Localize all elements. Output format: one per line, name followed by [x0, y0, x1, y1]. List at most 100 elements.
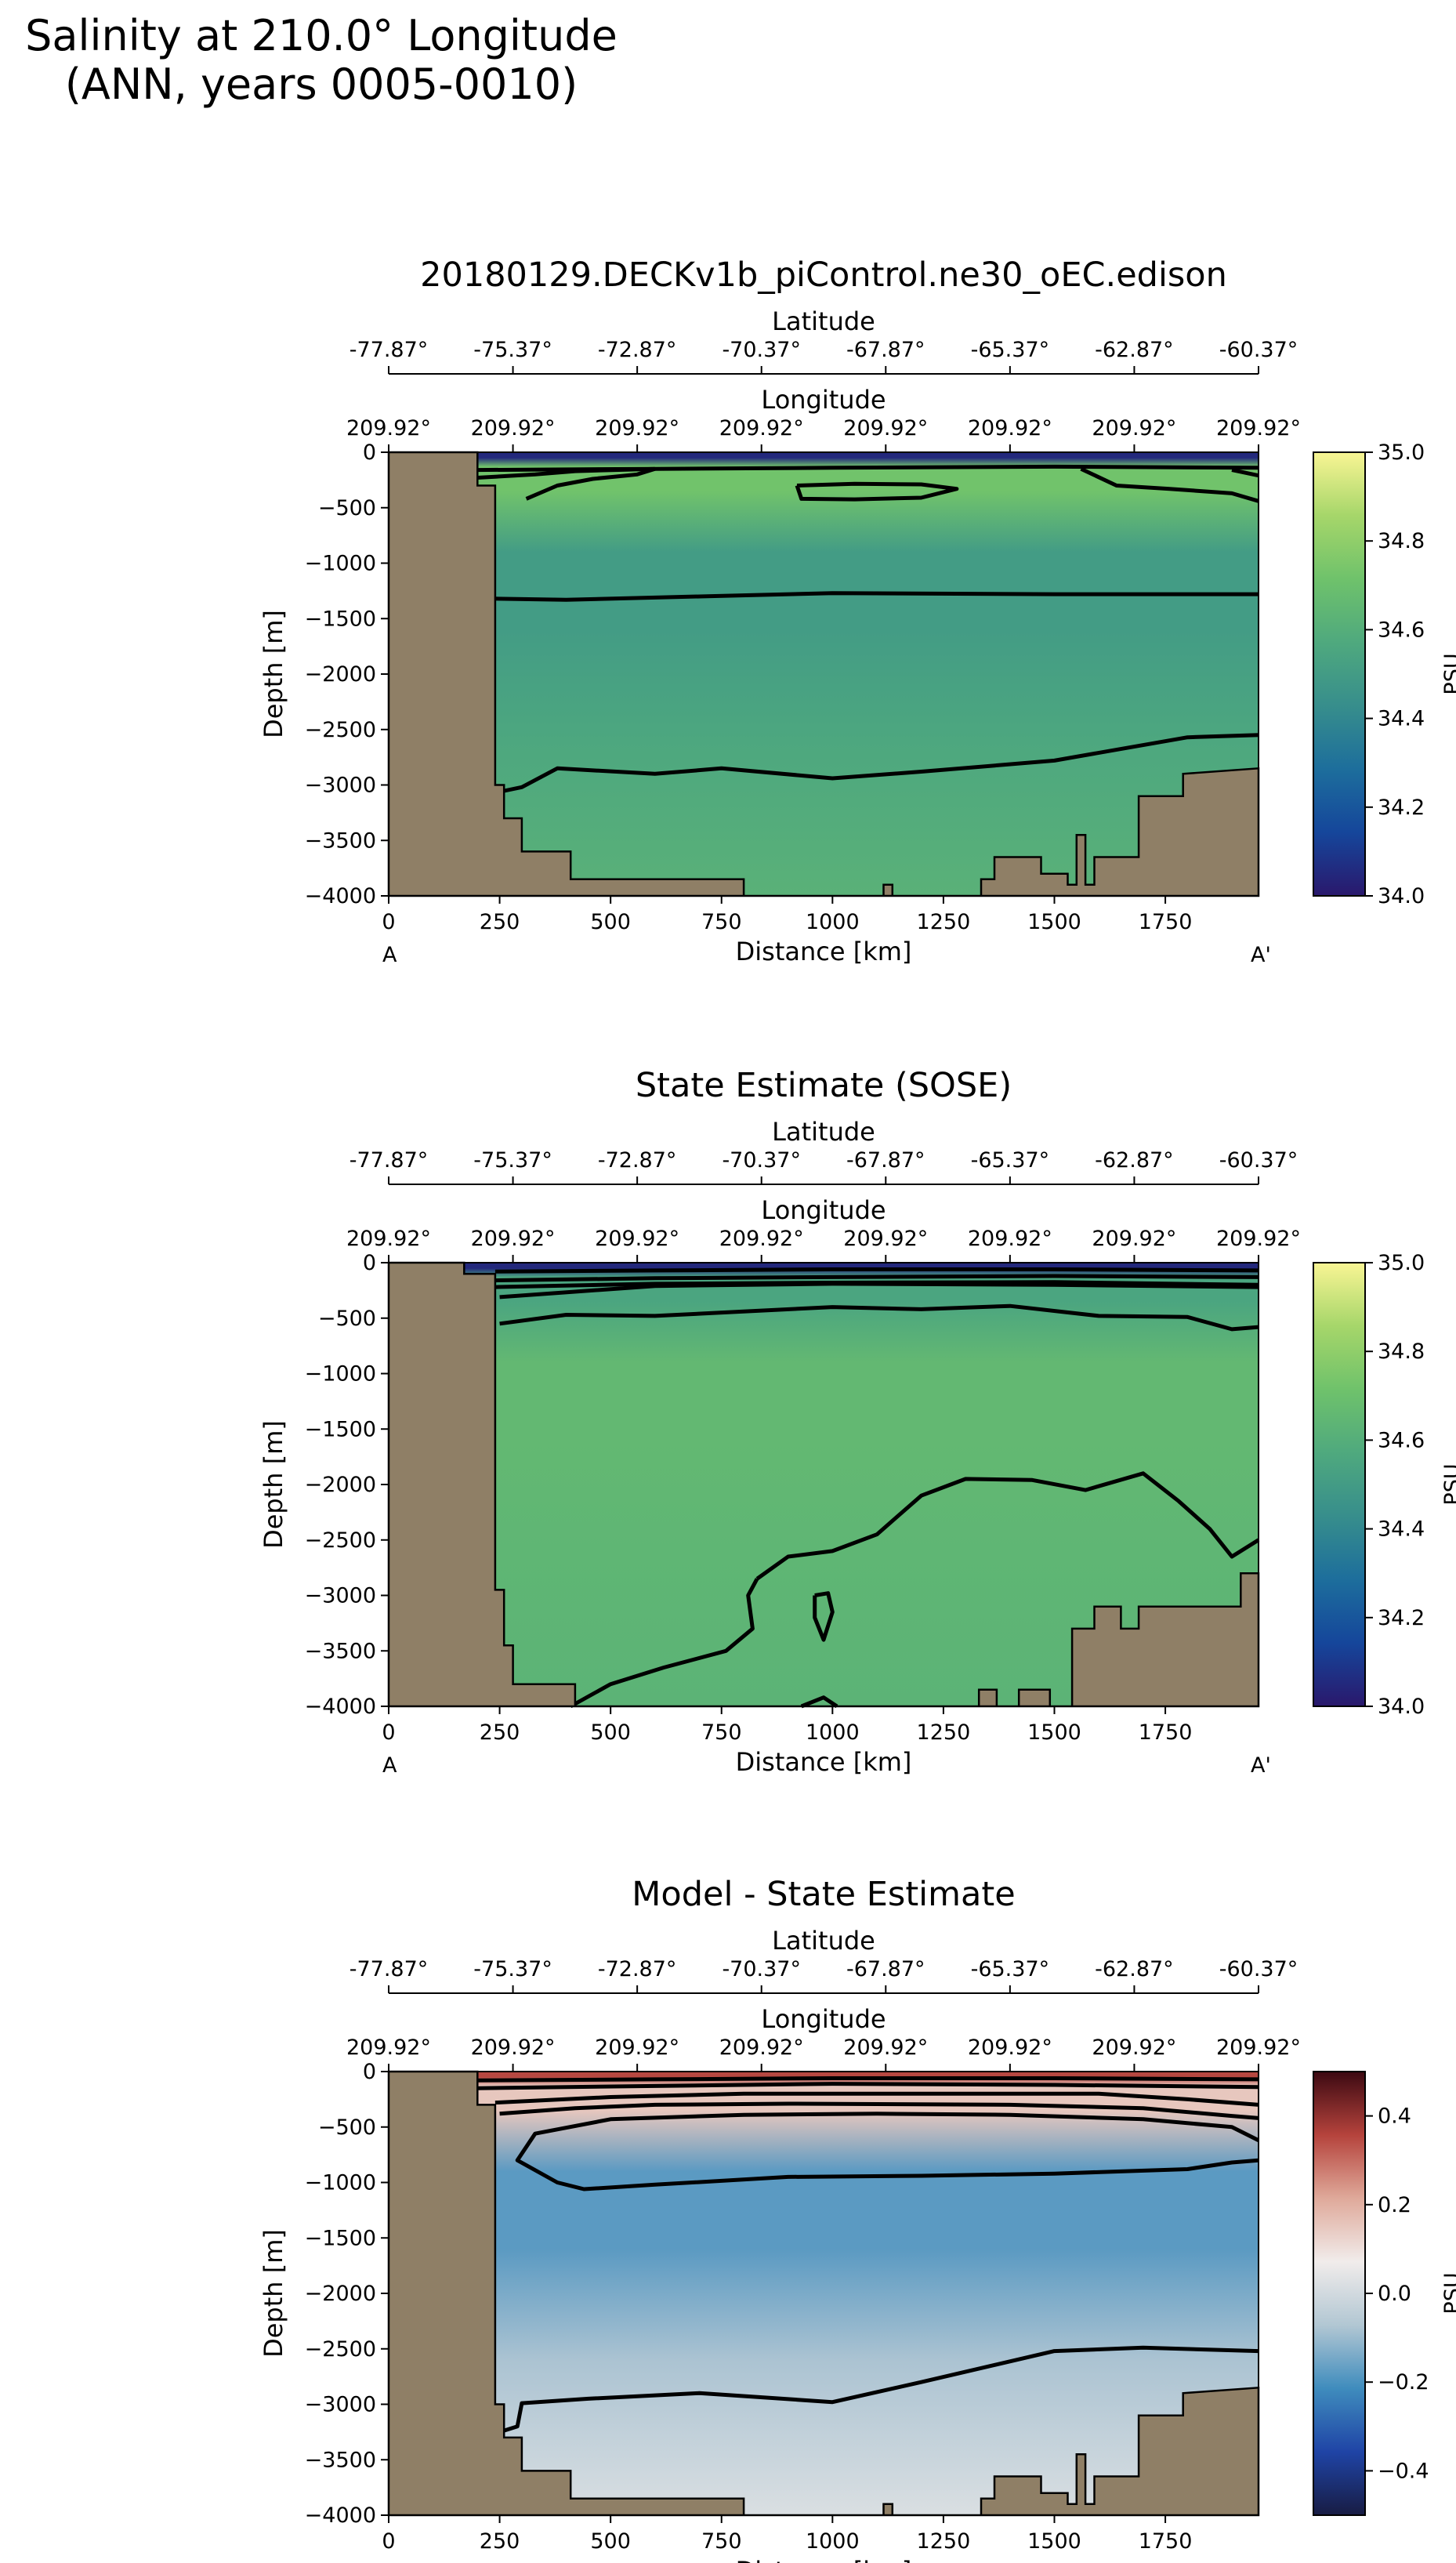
contour-lines	[477, 2076, 1260, 2434]
y-tick-label: −1500	[305, 607, 376, 631]
y-tick-label: −3500	[305, 1639, 376, 1663]
latitude-tick-label: -72.87°	[598, 338, 677, 362]
contour-line	[525, 466, 656, 501]
colorbar-tick-label: 34.4	[1378, 707, 1425, 731]
bathymetry	[387, 451, 1260, 897]
longitude-tick-label: 209.92°	[1216, 2036, 1301, 2060]
panel-title: State Estimate (SOSE)	[636, 1066, 1012, 1105]
latitude-tick-label: -62.87°	[1095, 1148, 1174, 1173]
x-tick-label: 1000	[806, 910, 860, 934]
latitude-tick-label: -67.87°	[846, 338, 925, 362]
y-tick-label: −1000	[305, 1362, 376, 1387]
longitude-tick-label: 209.92°	[346, 2036, 431, 2060]
longitude-axis-label: Longitude	[761, 1195, 886, 1225]
latitude-tick-label: -60.37°	[1219, 338, 1298, 362]
x-tick-label: 750	[701, 2529, 742, 2554]
y-tick-label: −2000	[305, 1473, 376, 1497]
latitude-tick-label: -65.37°	[971, 338, 1050, 362]
longitude-tick-label: 209.92°	[719, 416, 804, 440]
salinity-field	[389, 2072, 1259, 2515]
longitude-tick-label: 209.92°	[595, 416, 679, 440]
panel-title: Model - State Estimate	[632, 1875, 1015, 1914]
y-tick-label: 0	[363, 2060, 376, 2084]
x-tick-label: 250	[480, 1720, 520, 1745]
colorbar-label: PSU	[1440, 2272, 1456, 2314]
colorbar-tick-label: 0.2	[1378, 2193, 1411, 2217]
colorbar-tick-label: 35.0	[1378, 440, 1425, 465]
latitude-tick-label: -75.37°	[473, 1957, 552, 1981]
y-tick-label: −2500	[305, 1528, 376, 1553]
y-tick-label: −500	[318, 1307, 376, 1331]
x-tick-label: 750	[701, 910, 742, 934]
panel-title: 20180129.DECKv1b_piControl.ne30_oEC.edis…	[420, 256, 1227, 295]
y-tick-label: −2000	[305, 2282, 376, 2306]
longitude-axis-label: Longitude	[761, 2004, 886, 2034]
x-tick-label: 1000	[806, 2529, 860, 2554]
longitude-tick-label: 209.92°	[346, 1227, 431, 1251]
contour-line	[494, 1274, 1259, 1283]
colorbar	[1313, 2071, 1366, 2516]
section-start-label: A	[382, 943, 397, 967]
longitude-tick-label: 209.92°	[968, 1227, 1052, 1251]
longitude-tick-label: 209.92°	[968, 416, 1052, 440]
colorbar-tick-label: 34.6	[1378, 618, 1425, 642]
y-tick-label: −500	[318, 496, 376, 520]
contour-line	[569, 1578, 759, 1709]
colorbar	[1313, 451, 1366, 897]
salinity-field	[389, 452, 1259, 896]
latitude-tick-label: -77.87°	[350, 338, 429, 362]
longitude-tick-label: 209.92°	[471, 1227, 556, 1251]
colorbar-tick-label: 34.0	[1378, 1695, 1425, 1719]
colorbar-tick-label: 0.4	[1378, 2104, 1411, 2129]
colorbar-tick-label: 34.0	[1378, 884, 1425, 908]
latitude-tick-label: -72.87°	[598, 1148, 677, 1173]
contour-line	[494, 733, 1259, 795]
longitude-tick-label: 209.92°	[471, 2036, 556, 2060]
figure-title-line: (ANN, years 0005-0010)	[65, 60, 578, 109]
latitude-axis-label: Latitude	[772, 306, 875, 336]
y-tick-label: −3500	[305, 828, 376, 853]
x-tick-label: 1250	[917, 1720, 971, 1745]
y-tick-label: −1500	[305, 1417, 376, 1441]
contour-line	[477, 466, 655, 480]
latitude-tick-label: -75.37°	[473, 1148, 552, 1173]
longitude-tick-label: 209.92°	[1216, 416, 1301, 440]
contour-line	[795, 481, 959, 502]
figure-title-line: Salinity at 210.0° Longitude	[25, 11, 618, 60]
x-tick-label: 1500	[1027, 910, 1081, 934]
colorbar-tick-label: 34.8	[1378, 529, 1425, 553]
colorbar-tick-label: 34.8	[1378, 1340, 1425, 1364]
latitude-tick-label: -65.37°	[971, 1957, 1050, 1981]
y-tick-label: −3000	[305, 1584, 376, 1608]
y-axis-label: Depth [m]	[259, 610, 288, 738]
y-tick-label: −1000	[305, 2171, 376, 2195]
y-tick-label: 0	[363, 440, 376, 465]
latitude-tick-label: -72.87°	[598, 1957, 677, 1981]
longitude-tick-label: 209.92°	[1092, 2036, 1176, 2060]
longitude-tick-label: 209.92°	[1216, 1227, 1301, 1251]
latitude-tick-label: -75.37°	[473, 338, 552, 362]
x-tick-label: 500	[590, 2529, 631, 2554]
section-end-label: A'	[1251, 943, 1271, 967]
x-tick-label: 0	[382, 910, 395, 934]
contour-line	[515, 2112, 1260, 2191]
contour-line	[499, 1282, 1259, 1300]
latitude-tick-label: -77.87°	[350, 1148, 429, 1173]
x-axis-label: Distance [km]	[736, 1747, 912, 1777]
x-axis-label: Distance [km]	[736, 937, 912, 966]
x-axis-label: Distance [km]	[736, 2556, 912, 2563]
x-tick-label: 1250	[917, 2529, 971, 2554]
longitude-tick-label: 209.92°	[843, 1227, 928, 1251]
contour-line	[813, 1591, 835, 1642]
y-tick-label: −2500	[305, 2337, 376, 2362]
panel-1: 0 250 500 750 1000 1250 1500 1750 0 −500 −1000 −150…	[259, 256, 1456, 967]
contour-line	[1231, 468, 1259, 478]
contour-line	[494, 591, 1259, 602]
longitude-tick-label: 209.92°	[968, 2036, 1052, 2060]
y-axis-label: Depth [m]	[259, 1420, 288, 1549]
latitude-tick-label: -70.37°	[722, 1957, 801, 1981]
y-tick-label: −2000	[305, 662, 376, 687]
colorbar-label: PSU	[1440, 653, 1456, 694]
latitude-tick-label: -60.37°	[1219, 1148, 1298, 1173]
